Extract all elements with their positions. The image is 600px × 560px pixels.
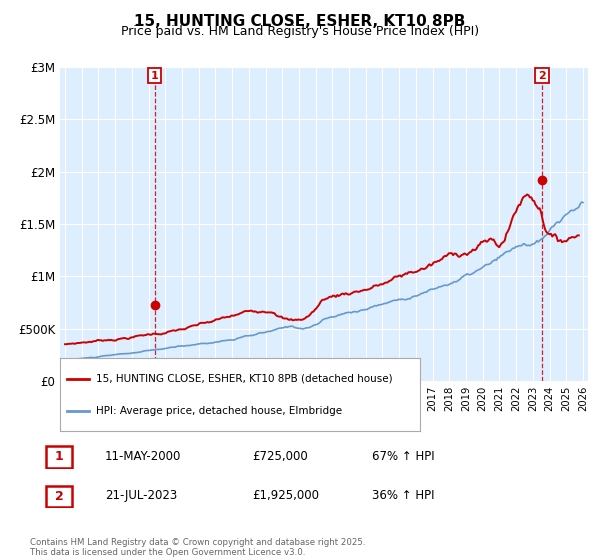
- Text: 11-MAY-2000: 11-MAY-2000: [105, 450, 181, 463]
- Text: 67% ↑ HPI: 67% ↑ HPI: [372, 450, 434, 463]
- Text: £725,000: £725,000: [252, 450, 308, 463]
- Text: 36% ↑ HPI: 36% ↑ HPI: [372, 489, 434, 502]
- Text: 21-JUL-2023: 21-JUL-2023: [105, 489, 177, 502]
- Text: Contains HM Land Registry data © Crown copyright and database right 2025.
This d: Contains HM Land Registry data © Crown c…: [30, 538, 365, 557]
- Text: HPI: Average price, detached house, Elmbridge: HPI: Average price, detached house, Elmb…: [96, 406, 342, 416]
- Text: 15, HUNTING CLOSE, ESHER, KT10 8PB: 15, HUNTING CLOSE, ESHER, KT10 8PB: [134, 14, 466, 29]
- Text: 2: 2: [55, 489, 64, 503]
- FancyBboxPatch shape: [46, 446, 73, 468]
- Text: 15, HUNTING CLOSE, ESHER, KT10 8PB (detached house): 15, HUNTING CLOSE, ESHER, KT10 8PB (deta…: [96, 374, 392, 384]
- Text: 1: 1: [151, 71, 158, 81]
- Text: £1,925,000: £1,925,000: [252, 489, 319, 502]
- FancyBboxPatch shape: [46, 486, 73, 507]
- Text: Price paid vs. HM Land Registry's House Price Index (HPI): Price paid vs. HM Land Registry's House …: [121, 25, 479, 38]
- Text: 2: 2: [538, 71, 546, 81]
- Text: 1: 1: [55, 450, 64, 464]
